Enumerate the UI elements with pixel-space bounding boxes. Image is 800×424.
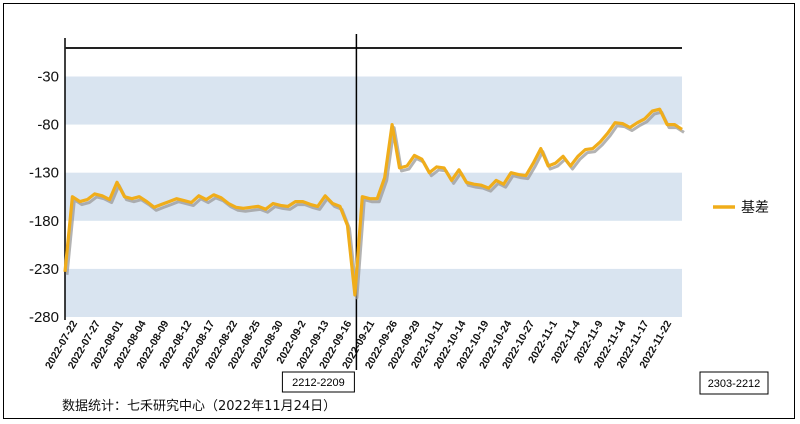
contract-box: [699, 371, 769, 395]
contract-labels: 2212-2209 2303-2212: [281, 371, 769, 395]
y-tick-label: -230: [29, 261, 59, 278]
y-tick-label: -130: [29, 165, 59, 182]
plot-band: [65, 268, 682, 317]
series-shadow: [65, 110, 685, 300]
x-axis: 2022-07-222022-07-272022-08-012022-08-04…: [43, 318, 674, 371]
y-tick-label: -80: [37, 117, 59, 134]
series-lines: [63, 107, 685, 300]
y-tick-label: -180: [29, 213, 59, 230]
plot-band: [65, 76, 682, 125]
legend-label: 基差: [741, 199, 769, 216]
y-axis: -30 -80 -130 -180 -230 -280: [29, 38, 682, 326]
source-note: 数据统计：七禾研究中心（2022年11月24日）: [62, 399, 336, 414]
contract-label: 2212-2209: [292, 377, 345, 389]
contract-box: [281, 371, 355, 393]
legend: 基差: [713, 199, 769, 216]
plot-bands: [65, 76, 682, 317]
contract-label: 2303-2212: [708, 378, 761, 390]
y-tick-label: -30: [37, 68, 59, 85]
series-line-basis: [63, 107, 683, 297]
plot-band: [65, 172, 682, 221]
y-tick-label: -280: [29, 309, 59, 326]
